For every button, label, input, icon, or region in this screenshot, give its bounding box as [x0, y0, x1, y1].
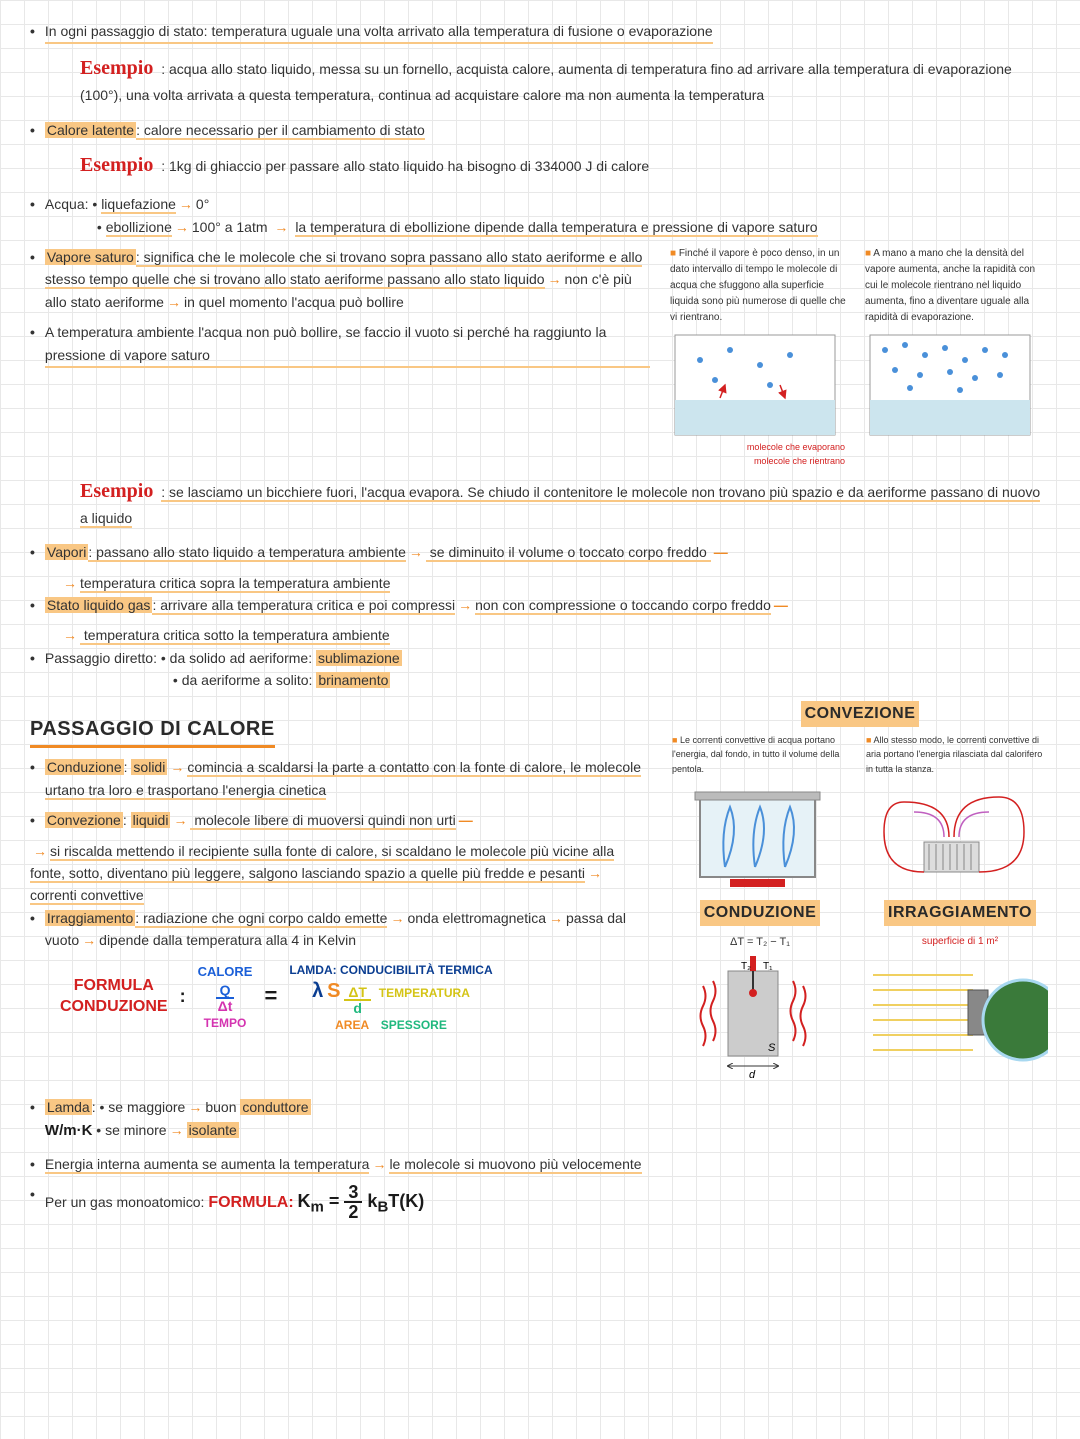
arrow-icon: →: [372, 1156, 386, 1172]
vapor-label-evap: molecole che evaporano: [670, 440, 855, 454]
text: Per un gas monoatomico: FORMULA: Km = 32…: [45, 1183, 424, 1221]
vapor-caption-2: A mano a mano che la densità del vapore …: [865, 246, 1050, 326]
svg-text:T₁: T₁: [763, 961, 773, 972]
vapor-diagram-2: [865, 330, 1035, 440]
arrow-icon: →: [409, 544, 423, 560]
highlight: Calore latente: [45, 122, 136, 138]
example-1: Esempio : acqua allo stato liquido, mess…: [80, 52, 1050, 106]
arrow-icon: →: [170, 759, 184, 775]
arrow-icon: —: [774, 597, 788, 613]
arrow-icon: →: [458, 597, 472, 613]
arrow-icon: →: [63, 575, 77, 591]
bullet-gas-mono: Per un gas monoatomico: FORMULA: Km = 32…: [30, 1183, 1050, 1221]
arrow-icon: →: [63, 627, 77, 643]
svg-text:d: d: [749, 1069, 756, 1081]
bullet-vapore-saturo: Vapore saturo: significa che le molecole…: [30, 246, 650, 313]
bullet-lamda: Lamda: • se maggiore→buon conduttore W/m…: [30, 1096, 1050, 1142]
arrow-icon: →: [548, 271, 562, 287]
example-text: : acqua allo stato liquido, messa su un …: [80, 61, 1012, 103]
esempio-label: Esempio: [80, 57, 153, 79]
text: Convezione: liquidi→ molecole libere di …: [45, 809, 476, 831]
example-3: Esempio : se lasciamo un bicchiere fuori…: [80, 475, 1050, 529]
arrow-icon: →: [82, 932, 96, 948]
arrow-icon: →: [179, 196, 193, 212]
arrow-icon: →: [167, 294, 181, 310]
sub-vapori: →temperatura critica sopra la temperatur…: [60, 572, 1050, 594]
vapor-caption-1: Finché il vapore è poco denso, in un dat…: [670, 246, 855, 326]
arrow-icon: —: [459, 812, 473, 828]
bullet-convezione: Convezione: liquidi→ molecole libere di …: [30, 809, 650, 831]
arrow-icon: →: [274, 219, 288, 235]
content: Acqua: • liquefazione→0° • ebollizione→1…: [45, 193, 1050, 238]
heading-passaggio-calore: PASSAGGIO DI CALORE: [30, 713, 275, 748]
arrow-icon: →: [170, 1122, 184, 1138]
convection-air-diagram: [864, 782, 1039, 892]
arrow-icon: →: [588, 865, 602, 881]
bullet-stato-liquido-gas: Stato liquido gas: arrivare alla tempera…: [30, 594, 1050, 616]
formula-conduzione: FORMULA CONDUZIONE : CALORE QΔt TEMPO = …: [60, 960, 650, 1034]
bullet-conduzione: Conduzione: solidi→comincia a scaldarsi …: [30, 756, 650, 801]
text: Vapore saturo: significa che le molecole…: [45, 246, 650, 313]
text: In ogni passaggio di stato: temperatura …: [45, 20, 713, 44]
example-text: : se lasciamo un bicchiere fuori, l'acqu…: [80, 484, 1040, 528]
text: Energia interna aumenta se aumenta la te…: [45, 1153, 642, 1175]
vapor-section: Vapore saturo: significa che le molecole…: [30, 246, 1050, 469]
arrow-icon: —: [714, 544, 728, 560]
bullet-vapori: Vapori: passano allo stato liquido a tem…: [30, 541, 1050, 563]
heat-transfer-section: PASSAGGIO DI CALORE Conduzione: solidi→c…: [30, 701, 1050, 1081]
sub-stato: → temperatura critica sotto la temperatu…: [60, 624, 1050, 646]
vapor-label-rientr: molecole che rientrano: [670, 454, 855, 468]
text: Vapori: passano allo stato liquido a tem…: [45, 541, 731, 563]
arrow-icon: →: [175, 219, 189, 235]
svg-text:T₂: T₂: [741, 961, 751, 972]
irr-sup: superficie di 1 m²: [870, 934, 1050, 950]
cond-formula: ΔT = T₂ − T₁: [670, 934, 850, 952]
arrow-icon: →: [188, 1099, 202, 1115]
arrow-icon: →: [173, 812, 187, 828]
bullet-passaggio-diretto: Passaggio diretto: • da solido ad aerifo…: [30, 647, 1050, 692]
conduction-diagram: T₂ T₁ S d: [673, 951, 848, 1081]
bullet-calore-latente: Calore latente: calore necessario per il…: [30, 119, 1050, 141]
content: Lamda: • se maggiore→buon conduttore W/m…: [45, 1096, 311, 1142]
conv-cap1: Le correnti convettive di acqua portano …: [670, 731, 856, 778]
text: A temperatura ambiente l'acqua non può b…: [45, 321, 650, 368]
bullet-energia-interna: Energia interna aumenta se aumenta la te…: [30, 1153, 1050, 1175]
bullet-temp-ambiente: A temperatura ambiente l'acqua non può b…: [30, 321, 650, 368]
text: Irraggiamento: radiazione che ogni corpo…: [45, 907, 650, 952]
heading-convezione: CONVEZIONE: [801, 701, 920, 727]
text: Stato liquido gas: arrivare alla tempera…: [45, 594, 791, 616]
convection-pot-diagram: [670, 782, 845, 892]
text: Calore latente: calore necessario per il…: [45, 119, 425, 141]
arrow-icon: →: [390, 910, 404, 926]
heading-irraggiamento-mini: IRRAGGIAMENTO: [884, 900, 1036, 926]
svg-text:S: S: [768, 1042, 776, 1054]
sub-convezione: →si riscalda mettendo il recipiente sull…: [30, 840, 650, 907]
radiation-diagram: [873, 950, 1048, 1080]
bullet-irraggiamento: Irraggiamento: radiazione che ogni corpo…: [30, 907, 650, 952]
conv-cap2: Allo stesso modo, le correnti convettive…: [864, 731, 1050, 778]
arrow-icon: →: [33, 843, 47, 859]
example-text: : 1kg di ghiaccio per passare allo stato…: [161, 158, 649, 174]
content: Passaggio diretto: • da solido ad aerifo…: [45, 647, 402, 692]
text: Conduzione: solidi→comincia a scaldarsi …: [45, 756, 650, 801]
esempio-label: Esempio: [80, 480, 153, 502]
bullet-acqua: Acqua: • liquefazione→0° • ebollizione→1…: [30, 193, 1050, 238]
esempio-label: Esempio: [80, 154, 153, 176]
heading-conduzione-mini: CONDUZIONE: [700, 900, 821, 926]
bullet-passage-state: In ogni passaggio di stato: temperatura …: [30, 20, 1050, 44]
vapor-diagram-1: [670, 330, 840, 440]
example-2: Esempio : 1kg di ghiaccio per passare al…: [80, 149, 1050, 181]
arrow-icon: →: [549, 910, 563, 926]
